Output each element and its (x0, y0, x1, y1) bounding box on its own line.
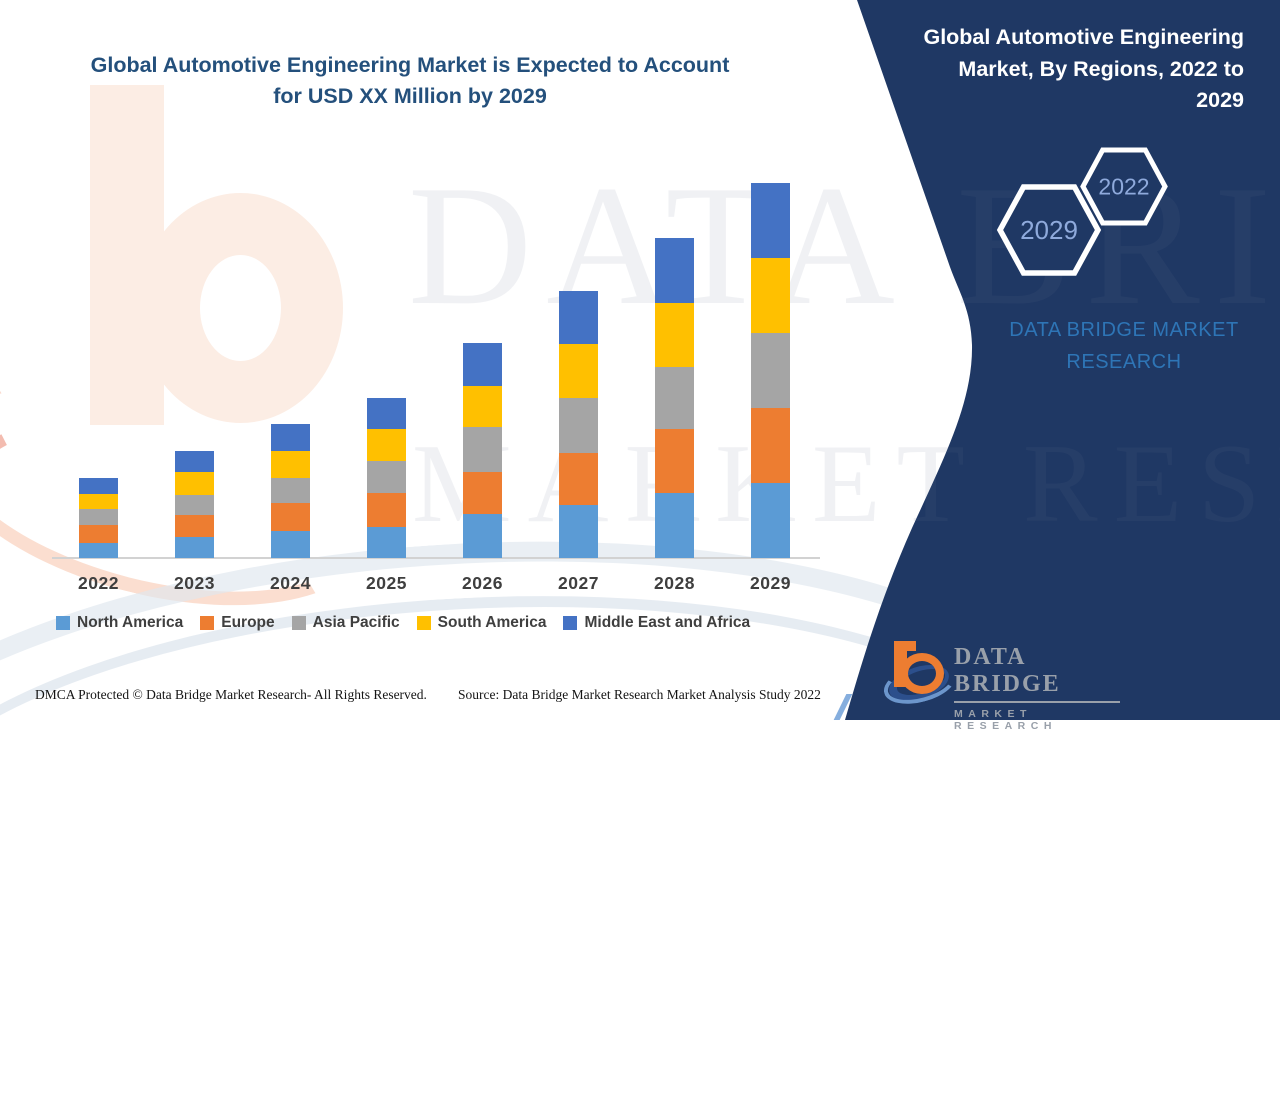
hexagon-2022-label: 2022 (1098, 174, 1149, 200)
bar-segment-asia-pacific (463, 427, 502, 472)
side-panel-background (845, 0, 1280, 720)
x-axis-label-2027: 2027 (558, 573, 599, 593)
legend-swatch-icon (291, 616, 306, 630)
bar-segment-north-america (559, 505, 598, 558)
year-hexagons: 2022 2029 (996, 147, 1168, 276)
bar-segment-south-america (751, 258, 790, 333)
x-axis-label-2029: 2029 (750, 573, 791, 593)
legend-item-middle-east-and-africa: Middle East and Africa (563, 614, 750, 632)
bar-segment-europe (79, 525, 118, 543)
x-axis-label-2028: 2028 (654, 573, 695, 593)
bar-segment-europe (559, 453, 598, 505)
bar-segment-south-america (559, 344, 598, 398)
bar-segment-south-america (271, 451, 310, 478)
stacked-bar-2023 (175, 451, 214, 558)
bar-segment-north-america (655, 493, 694, 558)
bar-segment-middle-east-and-africa (271, 424, 310, 451)
bar-segment-north-america (271, 531, 310, 558)
bar-segment-middle-east-and-africa (655, 238, 694, 303)
logo-name: DATA BRIDGE (954, 644, 1120, 703)
chart-title-line1: Global Automotive Engineering Market is … (90, 53, 730, 77)
legend-swatch-icon (56, 616, 70, 630)
bar-segment-asia-pacific (751, 333, 790, 408)
stacked-bar-2028 (655, 238, 694, 558)
stacked-bar-2029 (751, 183, 790, 558)
bar-segment-europe (751, 408, 790, 483)
bar-segment-middle-east-and-africa (463, 343, 502, 386)
chart-legend: North America Europe Asia Pacific South Ame… (56, 614, 750, 632)
stacked-bar-2024 (271, 424, 310, 558)
legend-label: Middle East and Africa (584, 614, 751, 631)
bar-segment-asia-pacific (79, 509, 118, 525)
legend-swatch-icon (563, 616, 578, 630)
panel-title-line1: Global Automotive Engineering (923, 25, 1244, 49)
logo-subtitle: MARKET RESEARCH (954, 708, 1057, 732)
panel-title-line3: 2029 (1196, 88, 1244, 112)
panel-title: Global Automotive Engineering Market, By… (814, 22, 1244, 117)
panel-brand-text: DATA BRIDGE MARKET RESEARCH (1004, 314, 1244, 378)
bar-segment-south-america (367, 429, 406, 461)
hexagon-2022 (1080, 147, 1168, 226)
bar-segment-asia-pacific (175, 495, 214, 515)
logo-b-icon (894, 641, 907, 687)
bar-segment-north-america (367, 527, 406, 558)
legend-swatch-icon (416, 616, 431, 630)
logo-b-icon (907, 641, 916, 651)
footer-copyright: DMCA Protected © Data Bridge Market Rese… (35, 687, 427, 702)
panel-brand-line1: DATA BRIDGE MARKET (1009, 319, 1239, 341)
bar-segment-south-america (175, 472, 214, 495)
data-bridge-logo: DATA BRIDGE MARKET RESEARCH (879, 636, 1120, 732)
legend-label: North America (77, 614, 184, 631)
x-axis-label-2025: 2025 (366, 573, 407, 593)
bar-segment-europe (271, 503, 310, 531)
x-axis-label-2023: 2023 (174, 573, 215, 593)
bar-segment-north-america (463, 514, 502, 558)
bar-segment-europe (463, 472, 502, 514)
x-axis-label-2024: 2024 (270, 573, 311, 593)
footer-source: Source: Data Bridge Market Research Mark… (458, 687, 821, 702)
legend-label: South America (437, 614, 547, 631)
bar-segment-north-america (175, 537, 214, 558)
chart-title-line2: for USD XX Million by 2029 (273, 84, 547, 108)
chart-title: Global Automotive Engineering Market is … (60, 50, 760, 112)
stacked-bar-2027 (559, 291, 598, 558)
legend-item-europe: Europe (200, 614, 275, 632)
hexagon-2029-label: 2029 (1020, 215, 1078, 245)
bar-segment-asia-pacific (559, 398, 598, 453)
x-axis-label-2022: 2022 (78, 573, 119, 593)
bar-segment-asia-pacific (655, 367, 694, 429)
bar-segment-europe (655, 429, 694, 493)
stacked-bar-2025 (367, 398, 406, 558)
bar-segment-middle-east-and-africa (175, 451, 214, 472)
panel-title-line2: Market, By Regions, 2022 to (958, 56, 1244, 81)
legend-item-south-america: South America (416, 614, 547, 632)
bar-segment-north-america (751, 483, 790, 558)
bar-segment-asia-pacific (271, 478, 310, 503)
legend-item-north-america: North America (56, 614, 183, 632)
legend-label: Europe (221, 614, 275, 631)
bar-segment-asia-pacific (367, 461, 406, 493)
bar-segment-south-america (463, 386, 502, 427)
bar-segment-europe (367, 493, 406, 527)
bar-segment-middle-east-and-africa (559, 291, 598, 344)
bar-segment-middle-east-and-africa (751, 183, 790, 258)
legend-label: Asia Pacific (312, 614, 400, 631)
hexagon-2029 (996, 184, 1102, 276)
bar-segment-north-america (79, 543, 118, 558)
bar-chart: 2022 2023 2024 2025 2026 2027 2028 2029 (52, 183, 820, 593)
legend-item-asia-pacific: Asia Pacific (291, 614, 400, 632)
bar-segment-south-america (655, 303, 694, 367)
bar-segment-middle-east-and-africa (367, 398, 406, 429)
bar-segment-south-america (79, 494, 118, 509)
stacked-bar-2022 (79, 478, 118, 558)
x-axis-line (52, 557, 820, 559)
stacked-bar-2026 (463, 343, 502, 558)
legend-swatch-icon (200, 616, 215, 630)
bar-segment-middle-east-and-africa (79, 478, 118, 494)
panel-brand-line2: RESEARCH (1066, 351, 1182, 373)
x-axis-label-2026: 2026 (462, 573, 503, 593)
bar-segment-europe (175, 515, 214, 537)
